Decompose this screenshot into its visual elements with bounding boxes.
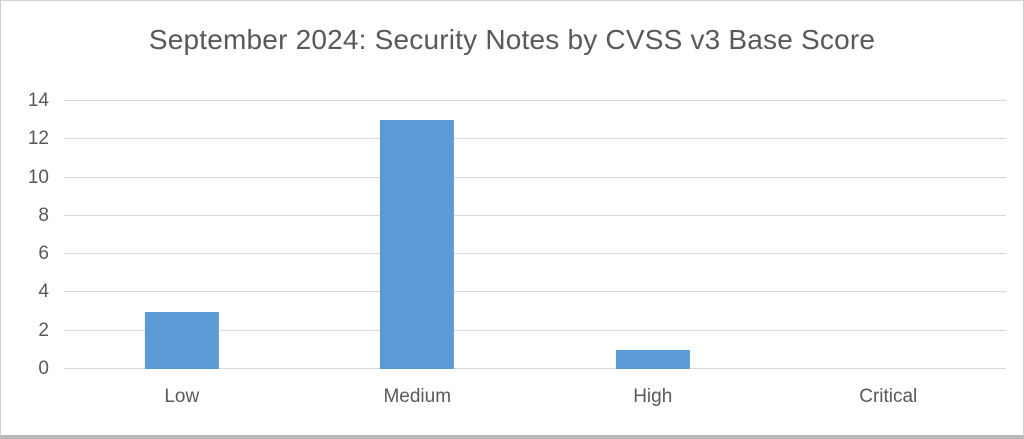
- x-tick-label-medium: Medium: [383, 386, 452, 407]
- gridline-y-4: [64, 291, 1006, 293]
- y-tick-label-4: 4: [38, 281, 49, 303]
- y-tick-label-8: 8: [38, 204, 49, 226]
- x-tick-label-low: Low: [164, 386, 200, 407]
- gridline-y-6: [64, 253, 1006, 255]
- gridline-y-8: [64, 214, 1006, 216]
- gridline-y-0: [64, 368, 1006, 369]
- y-axis: 0 2 4 6 8 10 12 14: [1, 90, 49, 379]
- y-tick-label-12: 12: [27, 128, 49, 150]
- plot-area: [64, 100, 1007, 369]
- chart-title: September 2024: Security Notes by CVSS v…: [148, 24, 876, 55]
- bar-medium: [380, 120, 455, 369]
- bar-slot-low: [64, 101, 300, 369]
- x-tick-label-critical: Critical: [859, 386, 918, 407]
- bar-low: [144, 311, 219, 369]
- gridline-y-10: [64, 176, 1006, 178]
- gridline-y-12: [64, 138, 1006, 140]
- gridline-y-2: [64, 329, 1006, 331]
- bar-slot-medium: [300, 101, 536, 369]
- bar-slot-high: [535, 101, 771, 369]
- x-axis: Low Medium High Critical: [64, 383, 1006, 413]
- y-tick-label-14: 14: [27, 90, 49, 111]
- y-tick-label-10: 10: [27, 166, 49, 188]
- gridline-y-14: [64, 100, 1006, 101]
- y-tick-label-6: 6: [38, 243, 49, 265]
- bar-slot-critical: [771, 101, 1007, 369]
- y-tick-label-0: 0: [38, 358, 49, 379]
- x-tick-label-high: High: [633, 386, 673, 407]
- bar-high: [615, 349, 690, 369]
- y-tick-label-2: 2: [38, 319, 49, 341]
